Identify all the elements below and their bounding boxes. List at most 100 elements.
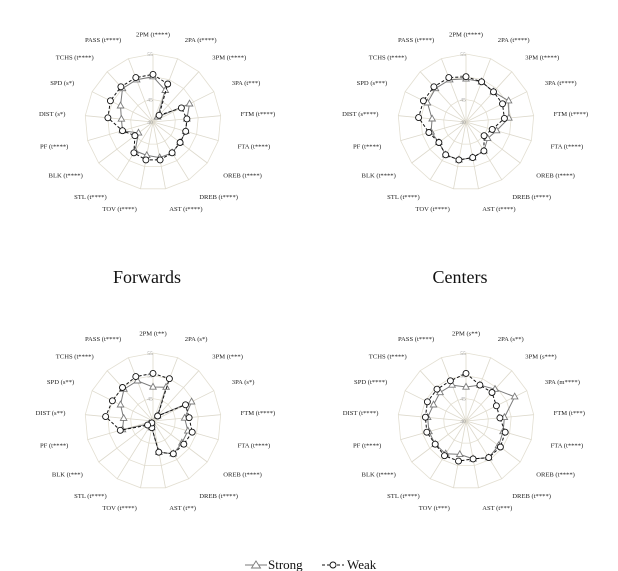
axis-label: AST (t**) — [169, 505, 196, 512]
axis-label: TCHS (t****) — [369, 353, 407, 360]
weak-point — [144, 421, 152, 429]
weak-point — [415, 114, 423, 122]
axis-label: STL (t****) — [387, 194, 420, 201]
grid-ring — [84, 53, 222, 190]
axis-label: STL (t****) — [74, 194, 107, 201]
weak-point — [433, 385, 441, 393]
weak-point — [169, 450, 177, 458]
weak-point — [156, 156, 164, 164]
radial-tick-label: 45 — [147, 396, 153, 402]
panel-title-forwards: Forwards — [113, 267, 181, 287]
grid-spoke — [398, 414, 467, 422]
axis-label: BLK (t***) — [52, 471, 83, 478]
axis-label: PASS (t****) — [85, 37, 121, 44]
weak-point — [431, 440, 439, 448]
radial-tick-label: 55 — [460, 351, 466, 357]
weak-point — [116, 426, 124, 434]
axis-label: 3PA (t****) — [545, 80, 577, 87]
grid-spoke — [465, 58, 491, 123]
grid-spoke — [152, 420, 190, 480]
axis-label: 3PM (t****) — [525, 54, 559, 61]
axis-label: TCHS (t****) — [56, 353, 94, 360]
axis-label: 2PA (s**) — [498, 336, 524, 343]
grid-spoke — [441, 58, 467, 123]
axis-label: FTA (t****) — [551, 143, 584, 150]
strong-point — [510, 392, 519, 400]
weak-point — [480, 132, 488, 140]
weak-point — [488, 389, 496, 396]
grid-spoke — [106, 370, 154, 422]
weak-point — [446, 377, 454, 385]
axis-label: AST (t****) — [482, 206, 515, 213]
axis-label: DREB (t****) — [512, 194, 551, 201]
grid-spoke — [465, 420, 521, 463]
weak-point — [108, 397, 116, 405]
weak-point — [164, 80, 172, 88]
radial-tick-label: 40 — [147, 120, 153, 126]
grid-spoke — [152, 370, 200, 422]
strong-point — [117, 114, 126, 122]
strong-point — [455, 449, 464, 458]
legend-strong-label: Strong — [268, 557, 303, 571]
axis-label: DIST (s****) — [342, 111, 378, 118]
grid-spoke — [404, 91, 467, 123]
axis-label: AST (t****) — [169, 206, 202, 213]
weak-point — [154, 412, 162, 420]
weak-point — [478, 78, 486, 86]
grid-spoke — [85, 414, 154, 422]
strong-point — [162, 382, 171, 390]
radar-panel-bottom-right: 40 45 50 55 2PM (s**) 2PA (s**) 3PM (s***) 3PA … — [343, 330, 585, 512]
grid-spoke — [98, 121, 154, 164]
grid-spoke — [98, 420, 154, 463]
grid-spoke — [465, 71, 513, 123]
weak-point — [445, 74, 453, 82]
weak-point — [182, 401, 189, 409]
weak-point — [430, 83, 438, 91]
grid-spoke — [465, 91, 528, 123]
axis-label: 2PM (s**) — [452, 330, 480, 337]
axis-label: 2PM (t**) — [139, 330, 166, 337]
strong-point — [133, 376, 142, 384]
weak-point — [188, 428, 196, 436]
axis-label: OREB (t****) — [223, 172, 262, 179]
grid-ring — [397, 352, 535, 489]
radial-tick-label: 40 — [460, 120, 466, 126]
weak-point — [496, 414, 504, 422]
axis-label: FTA (t****) — [238, 442, 271, 449]
weak-point — [130, 149, 138, 157]
radial-tick-label: 55 — [147, 351, 153, 357]
weak-point — [102, 413, 110, 421]
weak-point — [496, 443, 504, 451]
weak-point — [469, 154, 477, 162]
axis-label: PF (t****) — [40, 442, 68, 449]
axis-label: 2PA (t****) — [185, 37, 217, 44]
axis-label: DIST (s**) — [36, 410, 66, 417]
weak-point — [462, 73, 470, 81]
grid-spoke — [465, 357, 491, 422]
weak-point — [500, 114, 508, 122]
grid-spoke — [453, 121, 467, 189]
axis-label: PASS (t****) — [398, 336, 434, 343]
axis-label: 2PA (s*) — [185, 336, 208, 343]
weak-point — [104, 114, 112, 122]
strong-point — [116, 101, 125, 109]
axis-label: SPD (s***) — [357, 80, 388, 87]
strong-point — [187, 397, 196, 405]
axis-label: TCHS (t****) — [369, 54, 407, 61]
axis-label: PF (t****) — [40, 143, 68, 150]
axis-label: FTM (t****) — [241, 410, 276, 417]
grid-spoke — [400, 420, 467, 440]
weak-point — [177, 104, 185, 112]
strong-point — [462, 382, 470, 390]
grid-ring — [84, 352, 222, 489]
weak-point — [155, 448, 163, 456]
grid-spoke — [419, 370, 467, 422]
axis-label: 3PM (t***) — [212, 353, 243, 360]
radial-tick-label: 45 — [460, 396, 466, 402]
axis-label: FTA (t****) — [238, 143, 271, 150]
weak-point — [131, 132, 139, 140]
weak-point — [165, 375, 173, 383]
